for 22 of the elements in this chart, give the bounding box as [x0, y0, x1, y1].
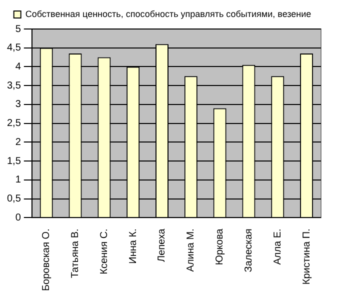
y-tick-label: 4,5 — [6, 42, 22, 54]
y-tick-label: 0,5 — [6, 194, 22, 205]
x-tick-label: Алла Е. — [272, 228, 284, 265]
y-tick-label: 1 — [15, 174, 22, 186]
y-tick-label: 0 — [15, 212, 22, 224]
x-tick-label: Лепеха — [156, 228, 168, 262]
y-tick-label: 1,5 — [6, 156, 22, 167]
legend-label: Собственная ценность, способность управлять событиями, везение — [25, 8, 312, 19]
y-tick-label: 2 — [15, 136, 22, 148]
x-tick-label: Татьяна В. — [70, 228, 82, 278]
x-tick-label: Кристина П. — [301, 228, 312, 285]
y-tick-label: 3 — [15, 99, 22, 110]
x-tick-label: Юркова — [214, 228, 226, 266]
x-tick-label: Залеская — [243, 228, 254, 272]
y-tick-label: 4 — [15, 61, 22, 72]
x-tick-label: Алина М. — [186, 228, 197, 272]
x-tick-label: Ксения С. — [98, 228, 110, 274]
x-tick-label: Инна К. — [128, 228, 139, 264]
x-tick-label: Боровская О. — [41, 228, 52, 292]
y-tick-label: 5 — [15, 24, 22, 35]
y-tick-label: 3,5 — [6, 80, 22, 92]
y-tick-label: 2,5 — [6, 118, 22, 130]
